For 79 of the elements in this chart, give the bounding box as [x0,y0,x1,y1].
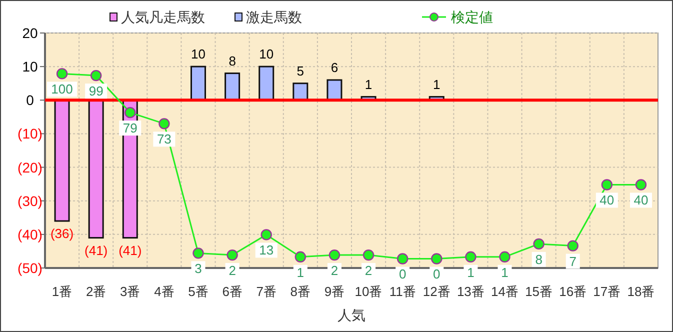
x-tick-label: 18番 [627,284,655,299]
data-label: (41) [118,242,142,258]
data-label: 99 [88,84,104,99]
data-label: 7 [569,254,576,269]
data-label: 1 [296,264,304,280]
x-tick-label: 13番 [456,284,484,299]
data-label: 2 [228,263,236,278]
data-label: 1 [433,76,440,92]
bar [190,66,206,101]
point [294,251,306,262]
y-tick-label: (30) [18,192,42,209]
y-tick-label: (20) [18,159,42,176]
x-tick-label: 11番 [389,284,416,299]
data-label: 2 [364,263,372,278]
point [567,240,578,252]
point [158,118,170,130]
point [124,106,136,118]
point [533,238,544,250]
y-tick-label: 20 [22,25,38,41]
data-label: 1 [501,264,508,280]
data-label: 1 [467,264,474,280]
point [226,249,238,261]
data-label: (36) [50,226,74,241]
point [465,251,476,262]
data-label: 0 [433,266,440,282]
x-tick-label: 14番 [491,284,518,299]
x-tick-label: 4番 [154,284,174,299]
data-label: 0 [398,266,406,282]
data-label: 40 [634,192,648,208]
data-label: 79 [122,120,138,136]
x-tick-label: 2番 [86,284,106,299]
data-label: 8 [535,252,542,267]
data-label: 10 [191,46,206,62]
point [601,179,613,190]
point [56,68,68,80]
point [192,248,204,259]
bar [224,72,240,101]
x-tick-label: 3番 [120,284,140,299]
x-axis-title: 人気 [338,307,366,323]
point [328,249,340,261]
x-tick-label: 1番 [52,284,72,299]
point [260,229,272,240]
x-tick-label: 8番 [290,284,311,299]
legend-label: 激走馬数 [246,9,302,25]
x-tick-label: 6番 [222,284,242,299]
data-label: 73 [156,132,172,147]
data-label: 1 [364,76,372,92]
point [362,249,374,261]
point [431,253,442,264]
data-label: 3 [194,261,202,276]
point [499,251,510,262]
x-tick-label: 17番 [593,284,621,299]
y-tick-label: 0 [26,92,34,108]
legend-label: 人気凡走馬数 [121,9,205,25]
data-label: 6 [330,60,338,75]
data-label: 10 [259,46,274,62]
data-label: 2 [330,263,338,278]
x-tick-label: 7番 [256,284,276,299]
bar [258,66,274,101]
point [90,70,102,82]
y-tick-label: 10 [22,58,38,75]
data-label: 100 [51,82,73,97]
y-tick-label: (40) [18,226,42,242]
x-tick-label: 10番 [354,284,382,299]
data-label: 13 [259,242,274,258]
data-label: (41) [84,242,108,258]
x-tick-label: 5番 [188,284,208,299]
x-tick-label: 9番 [324,284,345,299]
point [635,179,647,190]
y-tick-label: (50) [18,260,42,276]
point [396,253,408,264]
x-tick-label: 15番 [525,284,553,299]
x-tick-label: 12番 [422,284,450,299]
x-tick-label: 16番 [559,284,587,299]
y-tick-label: (10) [18,126,42,142]
data-label: 40 [600,192,614,208]
data-label: 5 [296,63,304,78]
data-label: 8 [228,53,236,68]
legend-label: 検定値 [451,9,493,25]
